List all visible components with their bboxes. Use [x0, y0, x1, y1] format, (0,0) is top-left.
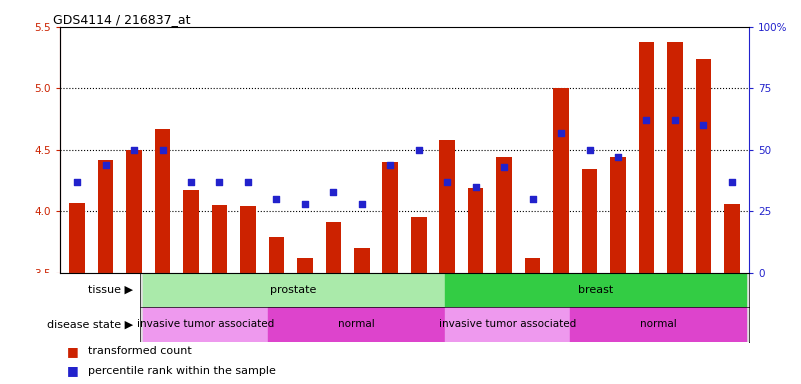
- Bar: [268, 237, 284, 273]
- Text: transformed count: transformed count: [87, 346, 191, 356]
- Point: [583, 147, 596, 153]
- Bar: [411, 217, 427, 273]
- Point: [127, 147, 140, 153]
- Point: [356, 201, 368, 207]
- Bar: [570, 307, 747, 342]
- Bar: [667, 41, 682, 273]
- Point: [497, 164, 510, 170]
- Bar: [183, 190, 199, 273]
- Bar: [155, 129, 171, 273]
- Point: [70, 179, 83, 185]
- Bar: [211, 205, 227, 273]
- Bar: [445, 273, 747, 307]
- Bar: [268, 307, 445, 342]
- Text: disease state ▶: disease state ▶: [47, 319, 133, 329]
- Text: percentile rank within the sample: percentile rank within the sample: [87, 366, 276, 376]
- Bar: [382, 162, 398, 273]
- Point: [526, 196, 539, 202]
- Point: [384, 161, 396, 167]
- Bar: [297, 258, 312, 273]
- Text: prostate: prostate: [271, 285, 317, 295]
- Bar: [582, 169, 598, 273]
- Point: [413, 147, 425, 153]
- Point: [99, 161, 112, 167]
- Bar: [325, 222, 341, 273]
- Point: [184, 179, 197, 185]
- Bar: [638, 41, 654, 273]
- Text: normal: normal: [640, 319, 677, 329]
- Point: [327, 189, 340, 195]
- Point: [299, 201, 312, 207]
- Point: [697, 122, 710, 128]
- Point: [213, 179, 226, 185]
- Point: [242, 179, 255, 185]
- Text: normal: normal: [338, 319, 375, 329]
- Point: [669, 117, 682, 123]
- Point: [270, 196, 283, 202]
- Point: [726, 179, 739, 185]
- Bar: [98, 160, 114, 273]
- Bar: [354, 248, 369, 273]
- Bar: [440, 140, 455, 273]
- Text: ■: ■: [67, 345, 78, 358]
- Point: [554, 129, 567, 136]
- Bar: [468, 188, 484, 273]
- Point: [156, 147, 169, 153]
- Bar: [70, 203, 85, 273]
- Point: [640, 117, 653, 123]
- Point: [441, 179, 453, 185]
- Text: tissue ▶: tissue ▶: [88, 285, 133, 295]
- Point: [469, 184, 482, 190]
- Bar: [497, 157, 512, 273]
- Text: GDS4114 / 216837_at: GDS4114 / 216837_at: [53, 13, 191, 26]
- Bar: [695, 59, 711, 273]
- Text: ■: ■: [67, 364, 78, 377]
- Point: [612, 154, 625, 160]
- Text: invasive tumor associated: invasive tumor associated: [137, 319, 274, 329]
- Text: invasive tumor associated: invasive tumor associated: [439, 319, 576, 329]
- Bar: [525, 258, 541, 273]
- Text: breast: breast: [578, 285, 613, 295]
- Bar: [143, 307, 268, 342]
- Bar: [610, 157, 626, 273]
- Bar: [143, 273, 445, 307]
- Bar: [240, 206, 256, 273]
- Bar: [724, 204, 739, 273]
- Bar: [445, 307, 570, 342]
- Bar: [127, 150, 142, 273]
- Bar: [553, 88, 569, 273]
